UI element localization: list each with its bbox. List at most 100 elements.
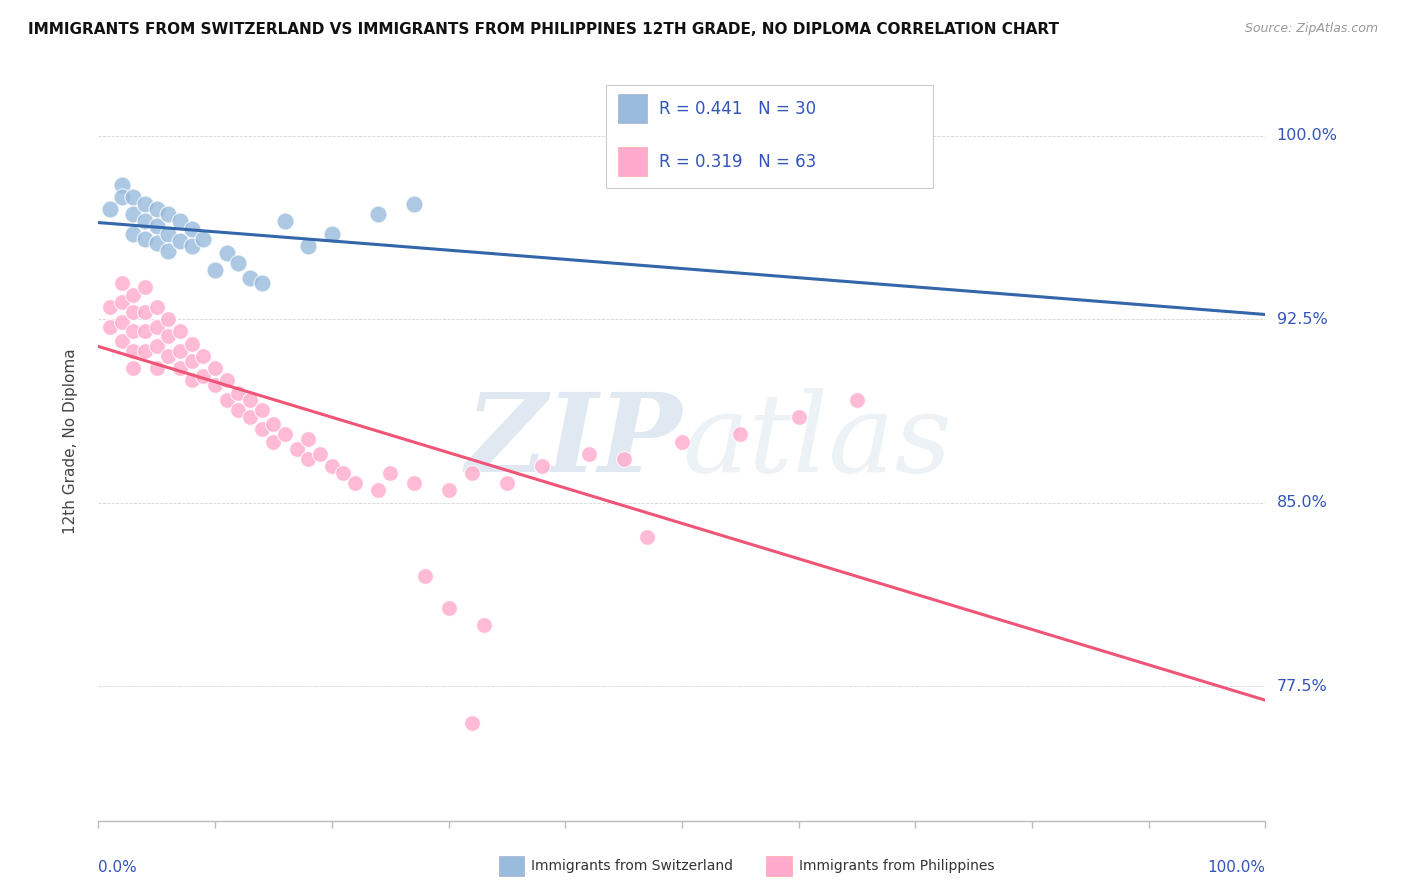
Point <box>228 256 250 270</box>
Point <box>297 451 319 466</box>
Point <box>169 344 191 359</box>
Point <box>134 214 156 228</box>
Point <box>613 451 636 466</box>
Point <box>321 227 343 241</box>
Text: R = 0.319   N = 63: R = 0.319 N = 63 <box>658 153 815 170</box>
Point <box>193 368 215 383</box>
Text: Source: ZipAtlas.com: Source: ZipAtlas.com <box>1244 22 1378 36</box>
Point <box>98 202 121 217</box>
Point <box>262 417 284 432</box>
Point <box>250 422 273 436</box>
Point <box>98 319 121 334</box>
Point <box>111 295 134 310</box>
Point <box>122 361 145 376</box>
Point <box>730 427 752 442</box>
Point <box>250 402 273 417</box>
Point <box>228 402 250 417</box>
Point <box>472 618 495 632</box>
Point <box>134 280 156 294</box>
Point <box>437 600 460 615</box>
Point <box>180 373 202 387</box>
Point <box>332 467 354 481</box>
Point <box>111 190 134 204</box>
Point <box>134 344 156 359</box>
Point <box>671 434 693 449</box>
Point <box>146 339 169 353</box>
Point <box>180 239 202 253</box>
Point <box>180 336 202 351</box>
Point <box>437 483 460 498</box>
Point <box>274 427 297 442</box>
Point <box>146 236 169 251</box>
Point <box>193 349 215 363</box>
Point <box>787 410 810 425</box>
Point <box>111 276 134 290</box>
Point <box>215 246 238 260</box>
Point <box>180 221 202 235</box>
Point <box>169 325 191 339</box>
Text: 77.5%: 77.5% <box>1277 679 1327 694</box>
Point <box>180 354 202 368</box>
Point <box>380 467 402 481</box>
Point <box>134 197 156 211</box>
Point <box>157 349 180 363</box>
Point <box>134 325 156 339</box>
Point <box>297 239 319 253</box>
Point <box>111 334 134 349</box>
Text: Immigrants from Philippines: Immigrants from Philippines <box>799 859 994 873</box>
Point <box>846 392 869 407</box>
Point <box>111 315 134 329</box>
Point <box>122 325 145 339</box>
Point <box>134 305 156 319</box>
Point <box>134 231 156 245</box>
Point <box>146 319 169 334</box>
Text: Immigrants from Switzerland: Immigrants from Switzerland <box>531 859 734 873</box>
Point <box>98 300 121 314</box>
Point <box>111 178 134 192</box>
Text: IMMIGRANTS FROM SWITZERLAND VS IMMIGRANTS FROM PHILIPPINES 12TH GRADE, NO DIPLOM: IMMIGRANTS FROM SWITZERLAND VS IMMIGRANT… <box>28 22 1059 37</box>
Point <box>262 434 284 449</box>
Text: 100.0%: 100.0% <box>1277 128 1337 144</box>
Point <box>193 231 215 245</box>
Point <box>367 483 389 498</box>
Point <box>530 458 553 473</box>
Point <box>578 447 600 461</box>
FancyBboxPatch shape <box>606 85 932 187</box>
Point <box>122 287 145 301</box>
Point <box>215 373 238 387</box>
Text: atlas: atlas <box>682 388 952 495</box>
Point <box>274 214 297 228</box>
Point <box>239 410 262 425</box>
Text: ZIP: ZIP <box>465 388 682 495</box>
Point <box>413 569 436 583</box>
Point <box>215 392 238 407</box>
Point <box>367 207 389 221</box>
Point <box>169 361 191 376</box>
Point <box>239 392 262 407</box>
Point <box>157 312 180 326</box>
Point <box>204 361 226 376</box>
Y-axis label: 12th Grade, No Diploma: 12th Grade, No Diploma <box>63 349 77 534</box>
Point <box>122 305 145 319</box>
Point <box>146 361 169 376</box>
Text: 92.5%: 92.5% <box>1277 311 1327 326</box>
Point <box>157 329 180 343</box>
Point <box>146 202 169 217</box>
Bar <box>617 95 647 123</box>
Point <box>228 385 250 400</box>
Point <box>157 244 180 258</box>
Point <box>309 447 332 461</box>
Point <box>344 476 367 491</box>
Point <box>157 207 180 221</box>
Point <box>496 476 519 491</box>
Point <box>461 715 484 730</box>
Text: 85.0%: 85.0% <box>1277 495 1327 510</box>
Point <box>250 276 273 290</box>
Point <box>204 263 226 277</box>
Point <box>122 344 145 359</box>
Point <box>204 378 226 392</box>
Point <box>239 270 262 285</box>
Point <box>402 197 425 211</box>
Point <box>321 458 343 473</box>
Text: 100.0%: 100.0% <box>1208 860 1265 874</box>
